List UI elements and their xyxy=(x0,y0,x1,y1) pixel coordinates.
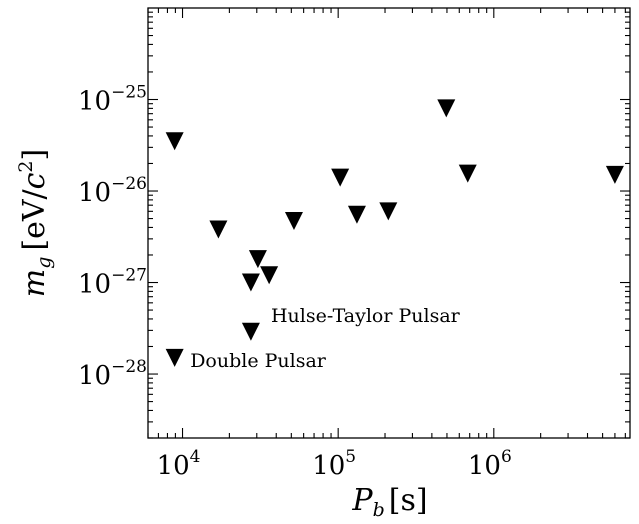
y-tick-label: 10−26 xyxy=(78,174,147,208)
data-point-marker xyxy=(209,220,228,239)
data-point-marker xyxy=(347,205,366,224)
data-point-marker xyxy=(379,202,398,221)
data-point-marker xyxy=(284,212,303,231)
annotations: Hulse-Taylor Pulsar Double Pulsar xyxy=(190,305,460,372)
data-point-marker xyxy=(165,132,184,151)
data-point-marker xyxy=(437,99,456,118)
data-point-marker xyxy=(331,168,350,187)
y-tick-label: 10−28 xyxy=(78,357,147,391)
data-point-marker xyxy=(260,266,279,285)
x-tick-label: 106 xyxy=(468,447,512,481)
data-point-marker xyxy=(241,273,260,292)
axis-ticks xyxy=(147,8,630,439)
x-axis-label: Pb [s] xyxy=(351,483,427,521)
plot-frame xyxy=(147,7,631,439)
x-tick-label: 104 xyxy=(157,447,201,481)
data-point-marker xyxy=(458,164,477,183)
data-point-marker xyxy=(241,322,260,341)
y-tick-label: 10−25 xyxy=(78,83,147,117)
annotation-label: Double Pulsar xyxy=(190,350,327,372)
y-axis-label: mg[eV/c2] xyxy=(15,149,55,297)
tick-labels: 104 105 106 10−25 10−26 10−27 10−28 xyxy=(78,83,512,481)
x-tick-label: 105 xyxy=(312,447,356,481)
data-markers xyxy=(165,99,624,367)
y-tick-label: 10−27 xyxy=(78,266,147,300)
data-point-marker xyxy=(605,165,624,184)
data-point-marker xyxy=(165,348,184,367)
annotation-label: Hulse-Taylor Pulsar xyxy=(271,305,461,327)
data-point-marker xyxy=(248,250,267,269)
